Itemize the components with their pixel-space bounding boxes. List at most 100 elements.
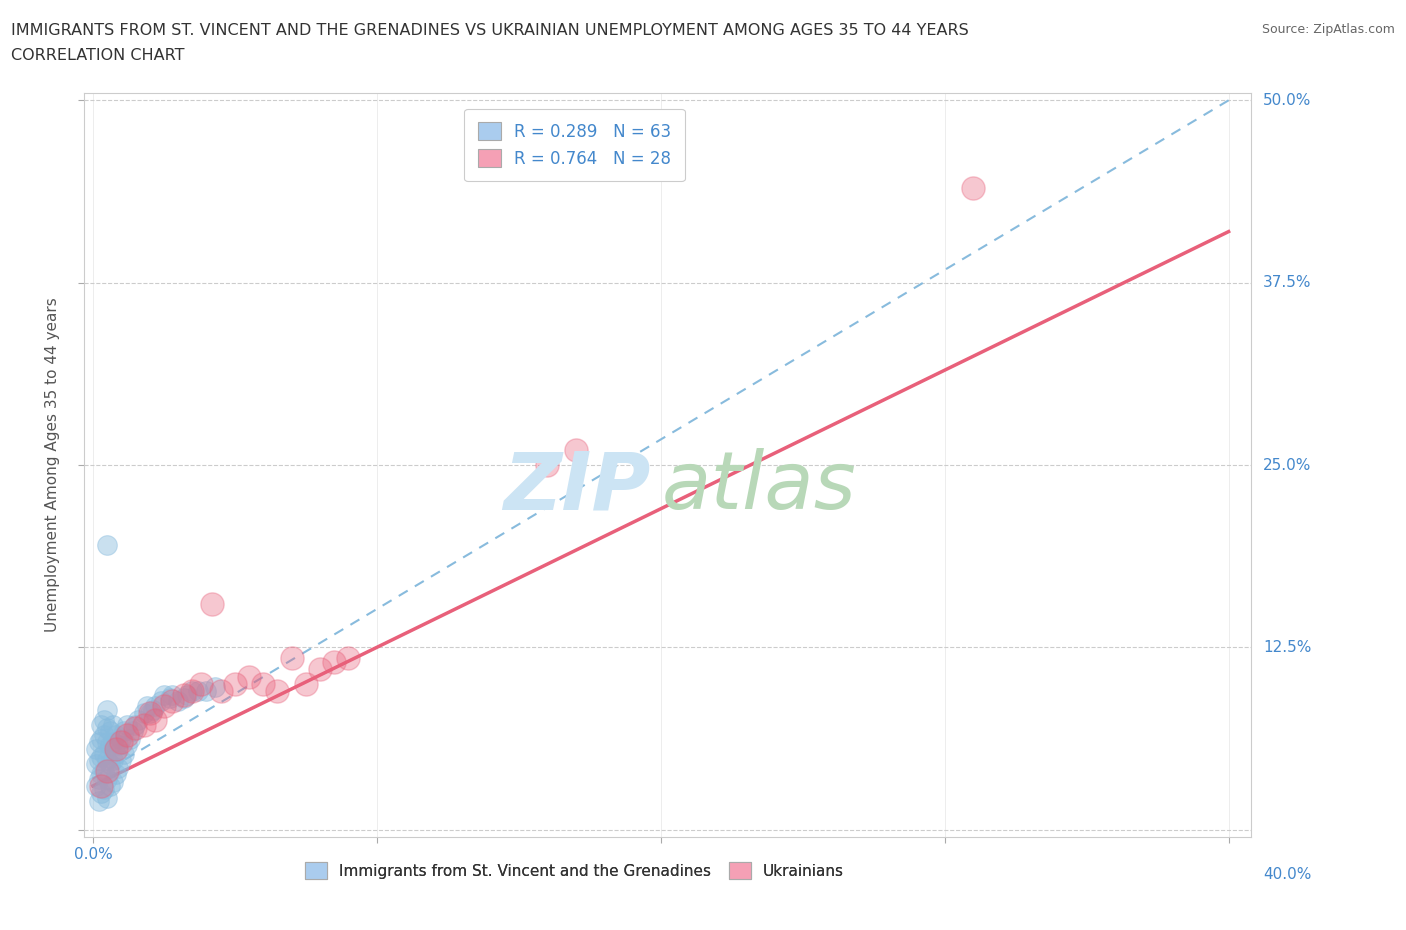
Point [90, 717, 112, 732]
Text: IMMIGRANTS FROM ST. VINCENT AND THE GRENADINES VS UKRAINIAN UNEMPLOYMENT AMONG A: IMMIGRANTS FROM ST. VINCENT AND THE GREN… [11, 23, 969, 38]
Point [87, 752, 110, 767]
Text: 12.5%: 12.5% [1263, 640, 1312, 655]
Point [96, 720, 118, 735]
Point [98, 757, 121, 772]
Point [90, 732, 112, 747]
Point [190, 676, 212, 691]
Point [101, 735, 124, 750]
Text: 40.0%: 40.0% [1263, 867, 1312, 882]
Point [309, 662, 332, 677]
Point [337, 650, 360, 665]
Point [98, 723, 121, 737]
Point [173, 691, 195, 706]
Point [104, 742, 127, 757]
Point [87, 771, 110, 786]
Point [141, 703, 163, 718]
Text: atlas: atlas [662, 448, 856, 526]
Point [96, 771, 118, 786]
Point [101, 774, 124, 789]
Point [266, 684, 288, 698]
Point [181, 684, 204, 698]
Text: 37.5%: 37.5% [1263, 275, 1312, 290]
Point [96, 735, 118, 750]
Text: 50.0%: 50.0% [1263, 93, 1312, 108]
Legend: Immigrants from St. Vincent and the Grenadines, Ukrainians: Immigrants from St. Vincent and the Gren… [299, 857, 849, 885]
Point [98, 778, 121, 793]
Point [252, 676, 274, 691]
Point [209, 684, 232, 698]
Point [87, 735, 110, 750]
Point [201, 596, 224, 611]
Point [143, 698, 166, 713]
Point [280, 650, 302, 665]
Point [295, 676, 318, 691]
Y-axis label: Unemployment Among Ages 35 to 44 years: Unemployment Among Ages 35 to 44 years [45, 298, 60, 632]
Point [118, 732, 141, 747]
Point [150, 694, 173, 709]
Point [110, 752, 132, 767]
Point [115, 717, 138, 732]
Point [536, 458, 558, 472]
Point [181, 684, 204, 698]
Point [93, 764, 115, 778]
Point [204, 679, 226, 694]
Point [107, 737, 129, 752]
Text: Source: ZipAtlas.com: Source: ZipAtlas.com [1261, 23, 1395, 36]
Point [96, 538, 118, 552]
Point [962, 180, 984, 195]
Point [101, 752, 124, 767]
Point [195, 684, 218, 698]
Text: 25.0%: 25.0% [1263, 458, 1312, 472]
Point [167, 694, 190, 709]
Point [96, 703, 118, 718]
Point [104, 767, 127, 782]
Point [93, 781, 115, 796]
Point [132, 706, 155, 721]
Point [93, 713, 115, 728]
Point [323, 655, 346, 670]
Text: ZIP: ZIP [503, 448, 651, 526]
Point [564, 443, 586, 458]
Point [115, 737, 138, 752]
Point [84, 757, 107, 772]
Point [93, 727, 115, 742]
Point [159, 691, 181, 706]
Point [127, 713, 149, 728]
Point [96, 764, 118, 778]
Point [84, 778, 107, 793]
Text: CORRELATION CHART: CORRELATION CHART [11, 48, 184, 63]
Point [96, 752, 118, 767]
Point [138, 706, 160, 721]
Point [104, 747, 127, 762]
Point [107, 761, 129, 776]
Point [124, 717, 146, 732]
Point [90, 778, 112, 793]
Point [98, 737, 121, 752]
Point [153, 698, 176, 713]
Point [138, 706, 160, 721]
Point [110, 732, 132, 747]
Point [90, 786, 112, 801]
Point [96, 790, 118, 805]
Point [104, 727, 127, 742]
Point [162, 688, 184, 703]
Point [101, 717, 124, 732]
Point [90, 767, 112, 782]
Point [176, 688, 198, 703]
Point [124, 720, 146, 735]
Point [90, 750, 112, 764]
Point [84, 742, 107, 757]
Point [112, 747, 135, 762]
Point [135, 698, 157, 713]
Point [224, 676, 246, 691]
Point [115, 727, 138, 742]
Point [93, 747, 115, 762]
Point [112, 723, 135, 737]
Point [238, 669, 260, 684]
Point [173, 688, 195, 703]
Point [110, 735, 132, 750]
Point [132, 717, 155, 732]
Point [153, 688, 176, 703]
Point [162, 694, 184, 709]
Point [187, 684, 209, 698]
